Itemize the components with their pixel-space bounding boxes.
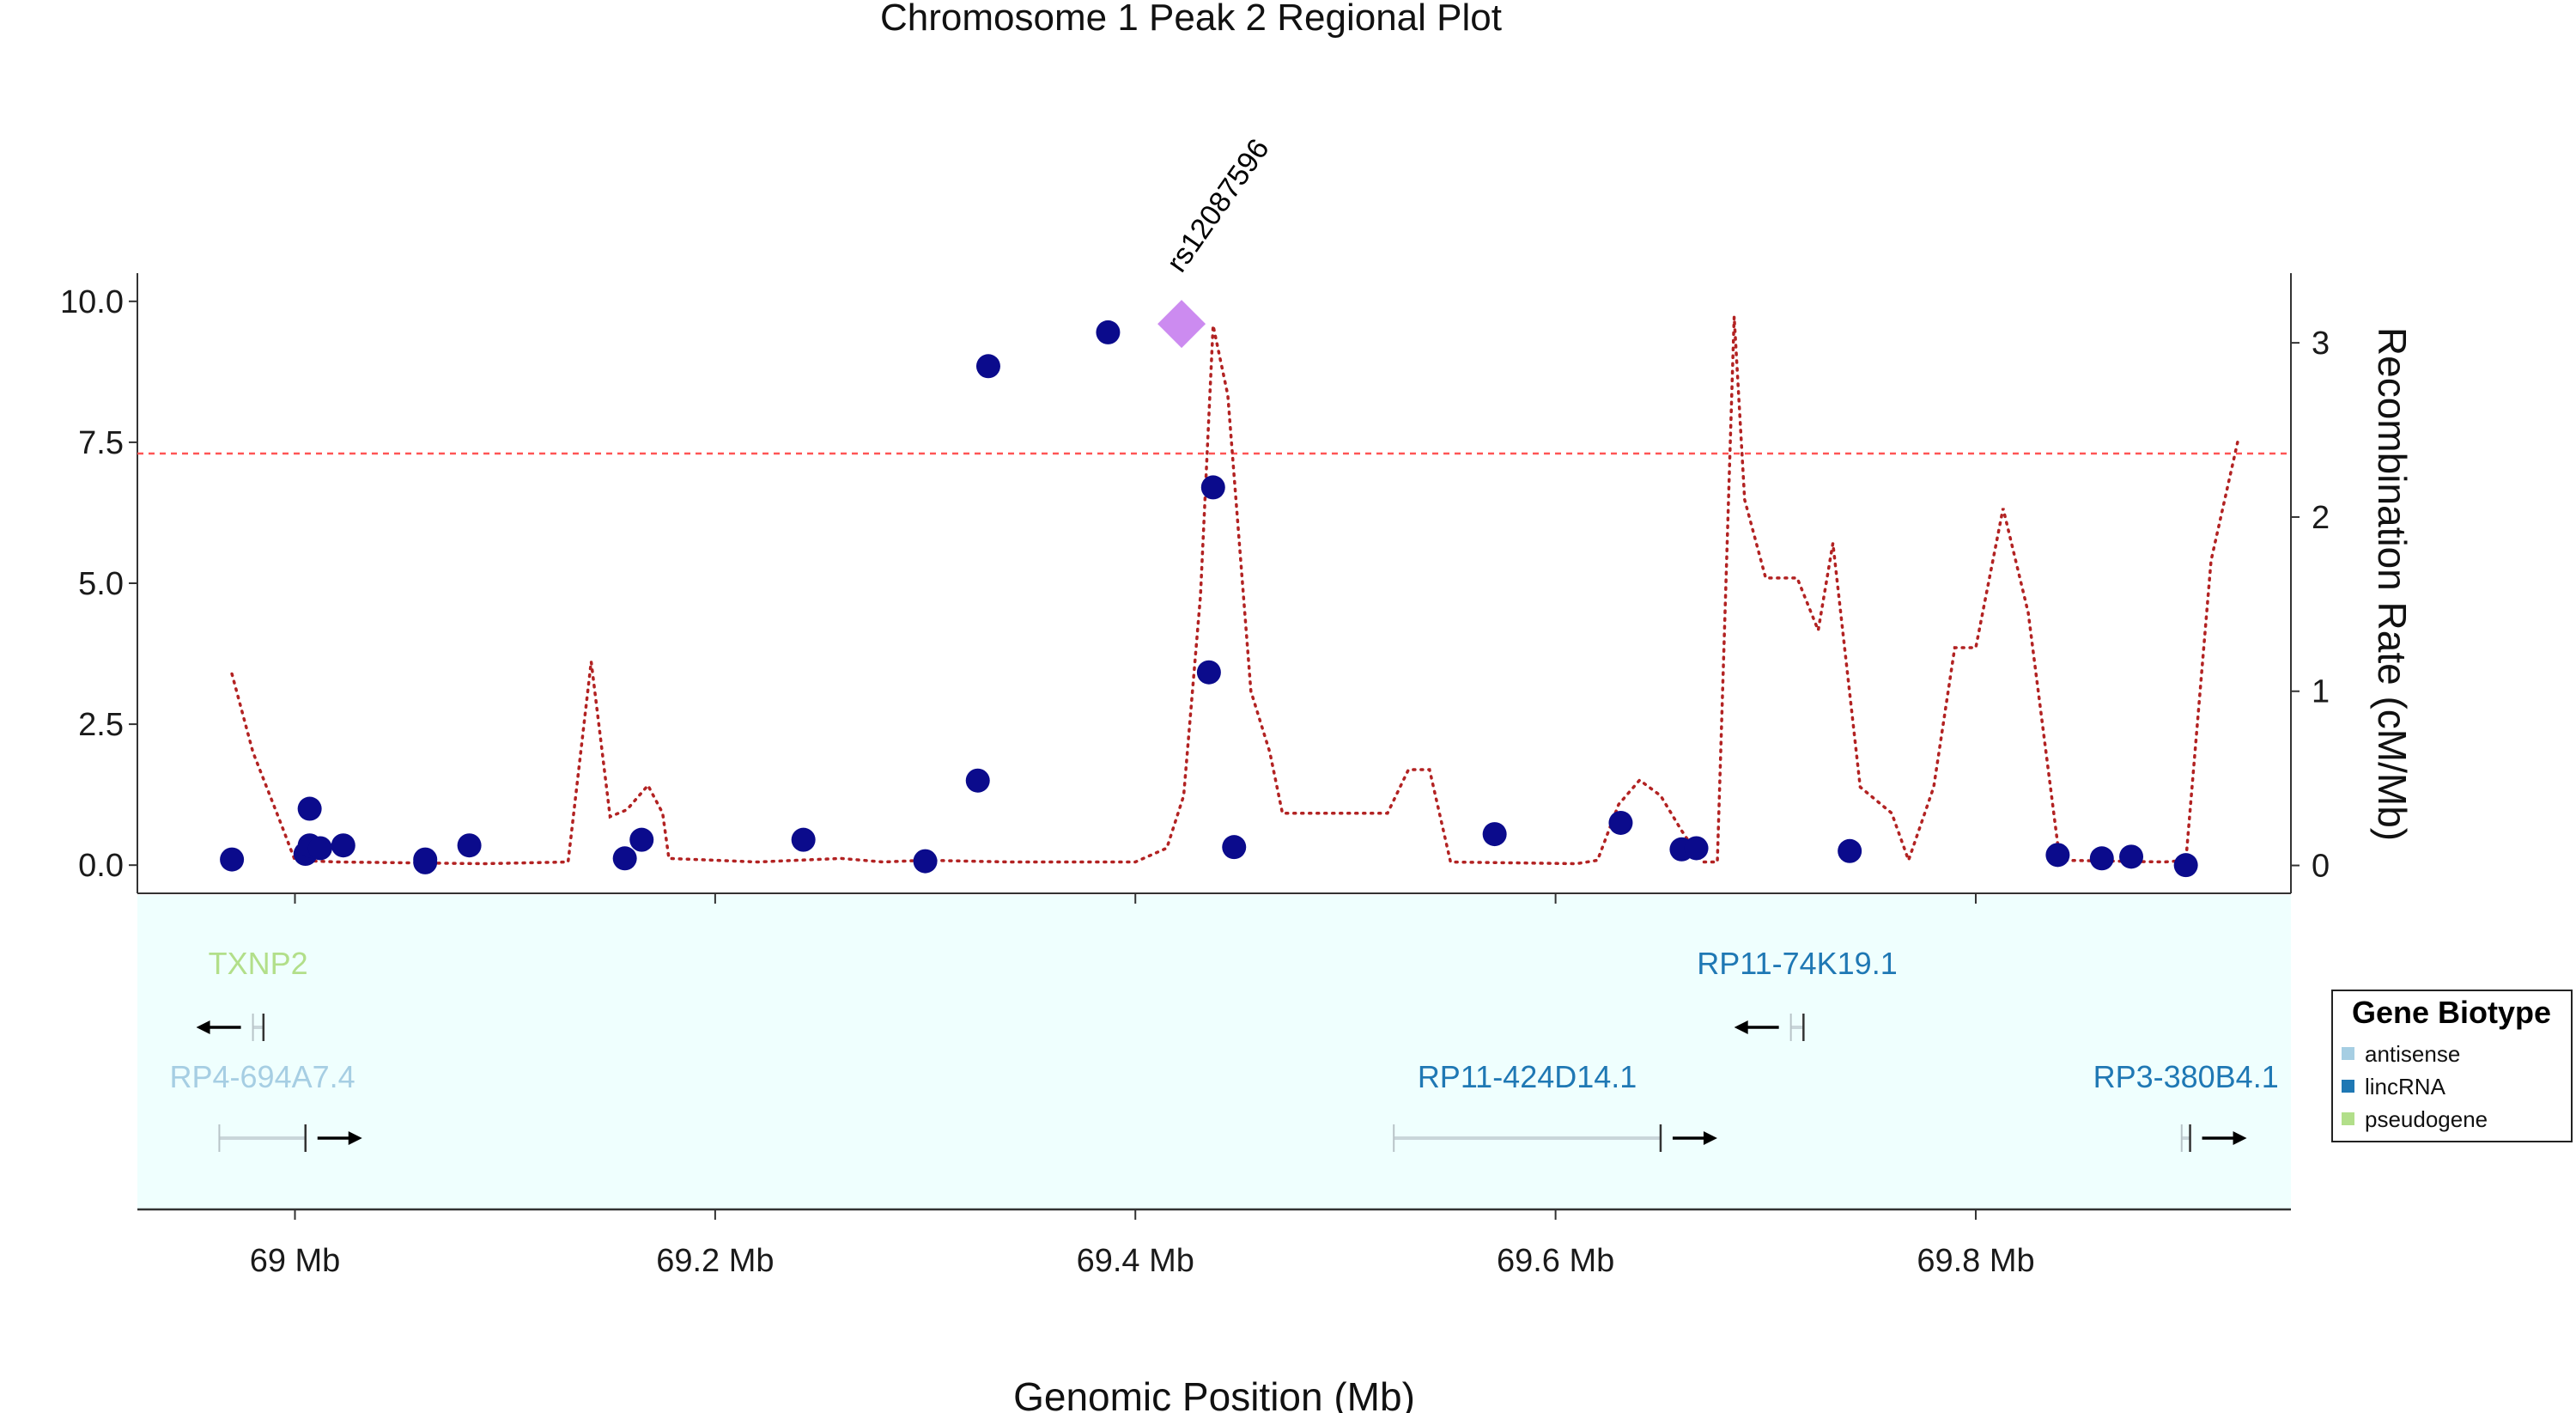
snp-point [1096, 320, 1121, 344]
gene-track: TXNP2 RP11-74K19.1 RP4-694A7.4 RP11-424D14.… [170, 946, 2279, 1152]
snp-point [612, 846, 637, 871]
strand-arrow-head [196, 1020, 210, 1034]
x-tick-label: 69.4 Mb [1077, 1243, 1194, 1279]
snp-point [1196, 660, 1221, 685]
gene-label: RP11-424D14.1 [1418, 1059, 1637, 1094]
snp-point [2173, 853, 2198, 878]
x-tick-label: 69.6 Mb [1497, 1243, 1614, 1279]
legend-swatch-antisense [2342, 1047, 2354, 1060]
snp-point [220, 847, 245, 872]
lead-snp-marker [1157, 300, 1206, 349]
strand-arrow-head [1703, 1131, 1717, 1145]
legend-label-pseudogene: pseudogene [2365, 1106, 2488, 1132]
snp-point [2089, 846, 2114, 871]
gene-label: TXNP2 [209, 946, 308, 981]
snp-point [1482, 822, 1507, 847]
gene-label: RP11-74K19.1 [1697, 946, 1898, 981]
snp-point [297, 796, 322, 821]
x-axis-title: Genomic Position (Mb) [1013, 1374, 1415, 1413]
snp-point [1684, 836, 1709, 861]
strand-arrow-head [2233, 1131, 2247, 1145]
snp-point [1608, 810, 1633, 835]
legend-title: Gene Biotype [2352, 995, 2551, 1030]
y2-tick-label: 2 [2312, 500, 2330, 536]
snp-point [307, 836, 332, 861]
snp-point [413, 847, 438, 872]
snp-point [975, 354, 1000, 379]
legend-swatch-pseudogene [2342, 1112, 2354, 1125]
recombination-line [230, 316, 2240, 866]
strand-arrow-head [348, 1131, 362, 1145]
legend-swatch-lincrna [2342, 1080, 2354, 1093]
snp-point [629, 827, 654, 852]
chart-title: Chromosome 1 Peak 2 Regional Plot [880, 0, 1502, 39]
legend-label-antisense: antisense [2365, 1041, 2460, 1067]
snp-points [220, 320, 2198, 878]
legend-box [2331, 990, 2573, 1142]
snp-point [1200, 475, 1225, 500]
gene-track-panel [137, 895, 2291, 1209]
snp-point [1838, 838, 1862, 863]
strand-arrow-head [1734, 1020, 1748, 1034]
recombination-rate-line [230, 316, 2240, 866]
axis-ticks: 0.0 2.5 5.0 7.5 10.0 0 1 2 3 69 Mb 69.2 Mb 69.4 Mb 6… [60, 284, 2330, 1279]
x-tick-label: 69.2 Mb [656, 1243, 774, 1279]
x-tick-label: 69.8 Mb [1917, 1243, 2034, 1279]
snp-point [457, 833, 482, 858]
gene-label: RP3-380B4.1 [2093, 1059, 2279, 1094]
y-tick-label: 5.0 [78, 566, 124, 602]
y2-tick-label: 1 [2312, 674, 2330, 710]
snp-point [331, 833, 355, 858]
legend: Gene Biotype antisense lincRNA pseudogen… [2331, 990, 2573, 1142]
snp-point [2045, 843, 2070, 868]
snp-point [1222, 835, 1247, 860]
snp-point [965, 768, 990, 793]
y-tick-label: 2.5 [78, 707, 124, 743]
y2-tick-label: 3 [2312, 326, 2330, 362]
x-tick-label: 69 Mb [250, 1243, 341, 1279]
snp-point [2119, 844, 2144, 869]
legend-label-lincrna: lincRNA [2365, 1074, 2446, 1099]
snp-point [913, 849, 938, 874]
snp-point [791, 827, 816, 852]
y2-axis-title: Recombination Rate (cM/Mb) [2370, 327, 2415, 841]
y2-tick-label: 0 [2312, 849, 2330, 885]
y-tick-label: 7.5 [78, 425, 124, 461]
y-tick-label: 10.0 [60, 284, 124, 320]
y-tick-label: 0.0 [78, 848, 124, 884]
gene-label: RP4-694A7.4 [170, 1059, 355, 1094]
